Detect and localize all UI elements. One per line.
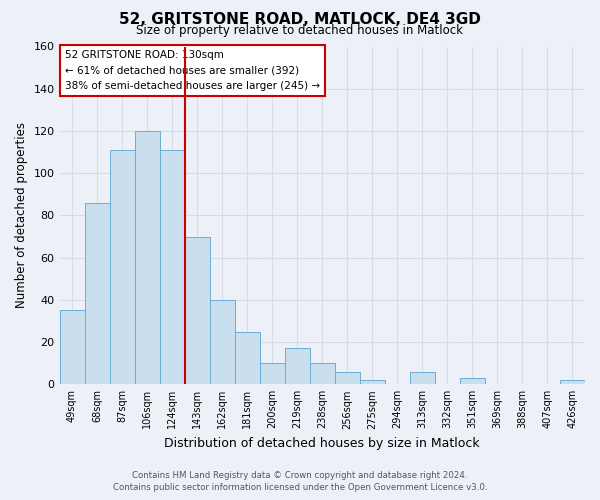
Bar xyxy=(335,372,360,384)
Text: Contains HM Land Registry data © Crown copyright and database right 2024.
Contai: Contains HM Land Registry data © Crown c… xyxy=(113,471,487,492)
Bar xyxy=(235,332,260,384)
Text: 52 GRITSTONE ROAD: 130sqm
← 61% of detached houses are smaller (392)
38% of semi: 52 GRITSTONE ROAD: 130sqm ← 61% of detac… xyxy=(65,50,320,91)
Bar xyxy=(410,372,435,384)
Bar xyxy=(134,131,160,384)
X-axis label: Distribution of detached houses by size in Matlock: Distribution of detached houses by size … xyxy=(164,437,480,450)
Bar xyxy=(59,310,85,384)
Bar xyxy=(85,202,110,384)
Bar xyxy=(460,378,485,384)
Bar xyxy=(160,150,185,384)
Bar xyxy=(310,363,335,384)
Bar xyxy=(360,380,385,384)
Bar xyxy=(185,236,209,384)
Text: Size of property relative to detached houses in Matlock: Size of property relative to detached ho… xyxy=(137,24,464,37)
Bar xyxy=(209,300,235,384)
Bar xyxy=(560,380,585,384)
Bar xyxy=(285,348,310,384)
Text: 52, GRITSTONE ROAD, MATLOCK, DE4 3GD: 52, GRITSTONE ROAD, MATLOCK, DE4 3GD xyxy=(119,12,481,28)
Y-axis label: Number of detached properties: Number of detached properties xyxy=(15,122,28,308)
Bar xyxy=(260,363,285,384)
Bar xyxy=(110,150,134,384)
